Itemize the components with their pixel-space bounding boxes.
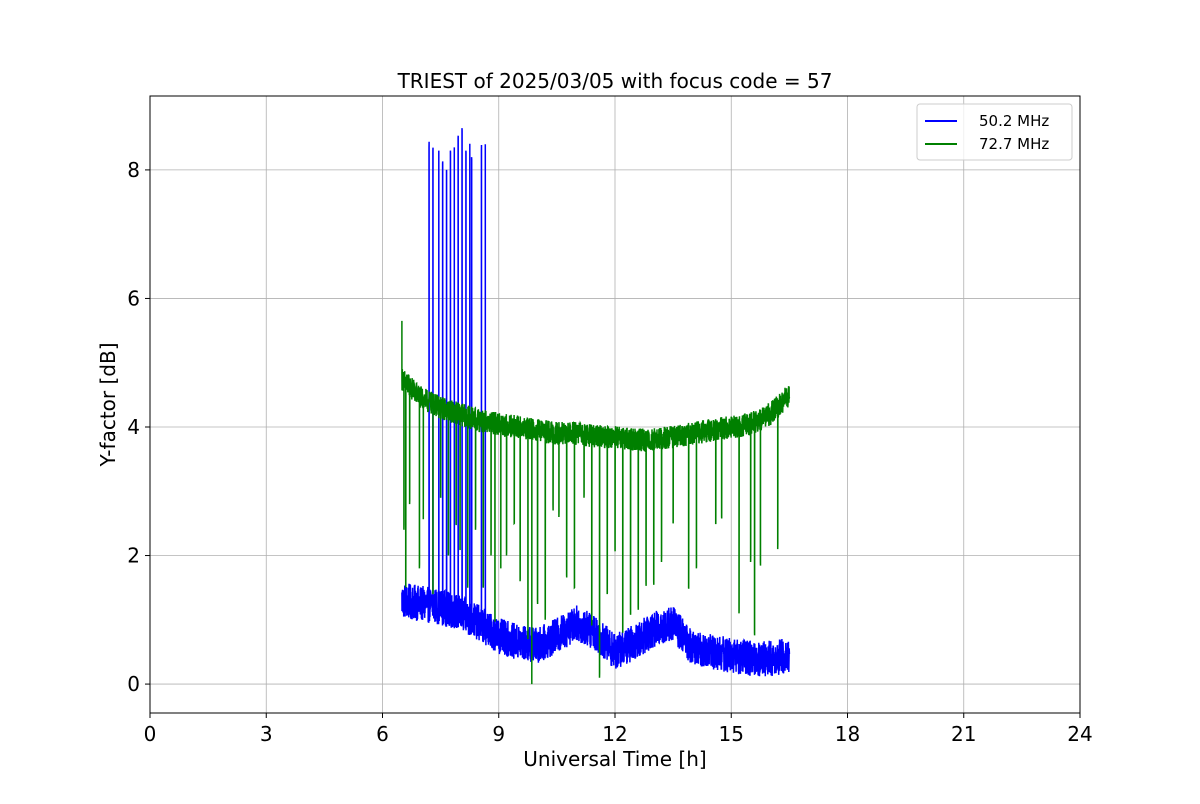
legend-label-2: 72.7 MHz (979, 135, 1049, 153)
legend-box (916, 103, 1073, 161)
x-tick-label: 0 (144, 722, 157, 746)
x-tick-label: 9 (492, 722, 505, 746)
series-line-1 (401, 128, 791, 677)
x-axis-label: Universal Time [h] (523, 747, 706, 771)
y-tick-label: 0 (127, 672, 140, 696)
x-tick-label: 21 (951, 722, 976, 746)
y-tick-label: 6 (127, 286, 140, 310)
series-line-2 (401, 320, 791, 685)
x-tick-label: 3 (260, 722, 273, 746)
y-tick-label: 8 (127, 158, 140, 182)
x-tick-label: 6 (376, 722, 389, 746)
x-tick-label: 12 (602, 722, 627, 746)
grid-layer (149, 96, 1081, 713)
y-tick-label: 4 (127, 415, 140, 439)
chart-title: TRIEST of 2025/03/05 with focus code = 5… (397, 69, 833, 93)
y-axis-label: Y-factor [dB] (96, 342, 120, 467)
x-tick-label: 18 (835, 722, 860, 746)
series-layer (401, 128, 791, 685)
x-tick-label: 15 (719, 722, 744, 746)
y-tick-label: 2 (127, 544, 140, 568)
legend-label-1: 50.2 MHz (979, 112, 1049, 130)
x-tick-label: 24 (1067, 722, 1092, 746)
legend: 50.2 MHz 72.7 MHz (916, 103, 1073, 161)
